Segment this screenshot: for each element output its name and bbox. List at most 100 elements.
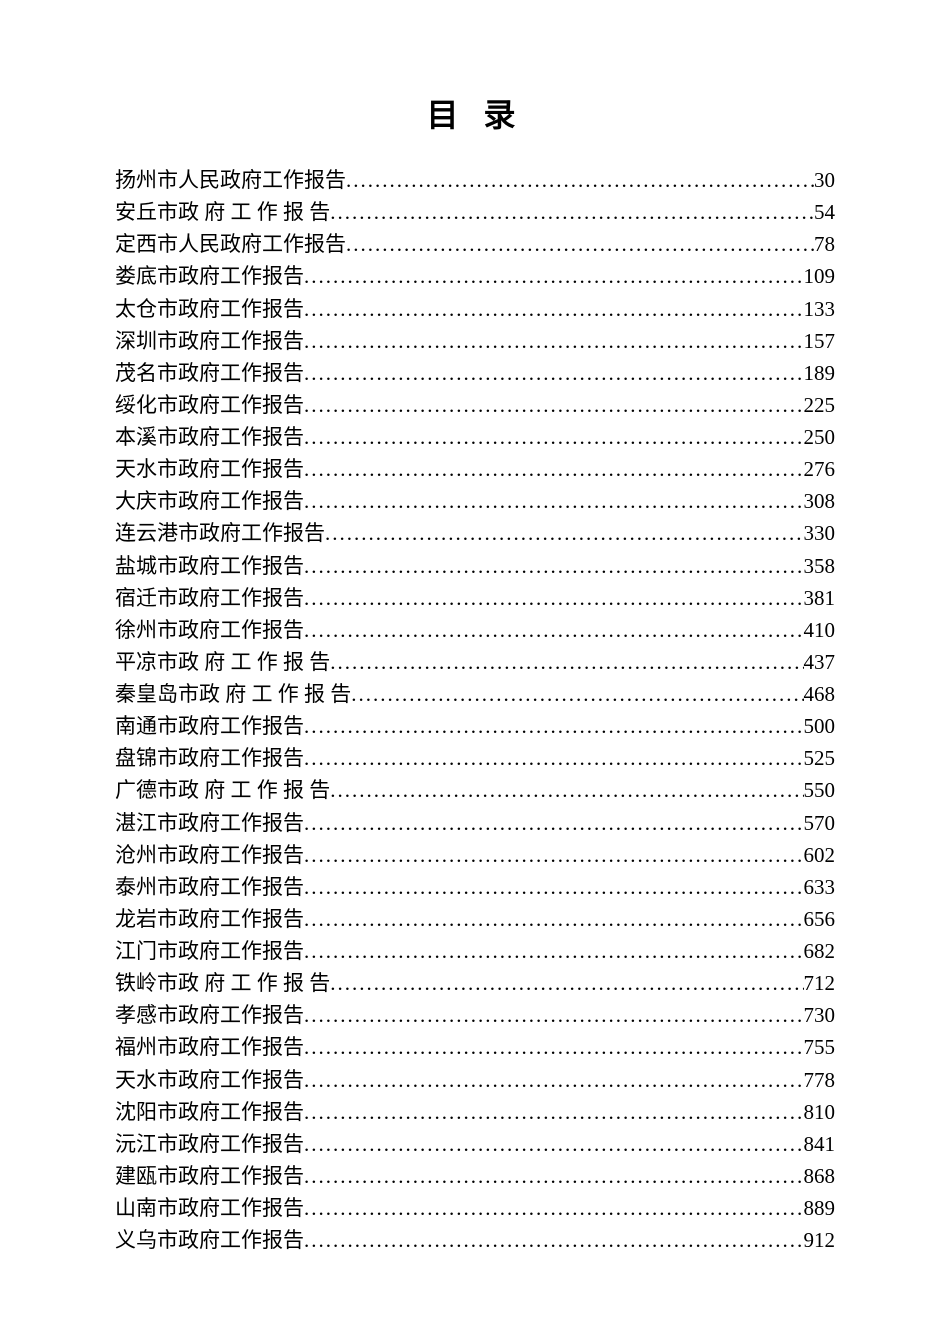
toc-entry-label: 娄底市政府工作报告 xyxy=(115,260,304,292)
toc-row: 沈阳市政府工作报告810 xyxy=(115,1096,835,1128)
toc-entry-page: 778 xyxy=(804,1064,836,1096)
toc-row: 宿迁市政府工作报告 381 xyxy=(115,582,835,614)
toc-entry-label: 安丘市政 府 工 作 报 告 xyxy=(115,196,330,228)
toc-row: 福州市政府工作报告755 xyxy=(115,1031,835,1063)
toc-leader-dots xyxy=(304,1160,804,1192)
toc-row: 泰州市政府工作报告633 xyxy=(115,871,835,903)
toc-leader-dots xyxy=(304,325,804,357)
toc-leader-dots xyxy=(304,1128,804,1160)
toc-entry-label: 定西市人民政府工作报告 xyxy=(115,228,346,260)
toc-leader-dots xyxy=(304,999,804,1031)
toc-entry-page: 525 xyxy=(804,742,836,774)
toc-row: 沅江市政府工作报告 841 xyxy=(115,1128,835,1160)
toc-leader-dots xyxy=(304,1096,804,1128)
toc-row: 平凉市政 府 工 作 报 告 437 xyxy=(115,646,835,678)
toc-leader-dots xyxy=(304,871,804,903)
toc-row: 扬州市人民政府工作报告30 xyxy=(115,164,835,196)
toc-entry-label: 江门市政府工作报告 xyxy=(115,935,304,967)
toc-row: 绥化市政府工作报告 225 xyxy=(115,389,835,421)
toc-entry-label: 龙岩市政府工作报告 xyxy=(115,903,304,935)
toc-leader-dots xyxy=(304,582,804,614)
toc-entry-page: 109 xyxy=(804,260,836,292)
toc-row: 广德市政 府 工 作 报 告 550 xyxy=(115,774,835,806)
toc-row: 江门市政府工作报告 682 xyxy=(115,935,835,967)
toc-entry-page: 682 xyxy=(804,935,836,967)
toc-entry-label: 茂名市政府工作报告 xyxy=(115,357,304,389)
toc-row: 连云港市政府工作报告 330 xyxy=(115,517,835,549)
toc-entry-label: 连云港市政府工作报告 xyxy=(115,517,325,549)
toc-entry-label: 深圳市政府工作报告 xyxy=(115,325,304,357)
toc-entry-page: 276 xyxy=(804,453,836,485)
toc-entry-label: 天水市政府工作报告 xyxy=(115,453,304,485)
toc-leader-dots xyxy=(330,646,803,678)
toc-leader-dots xyxy=(325,517,804,549)
toc-leader-dots xyxy=(346,164,814,196)
toc-row: 铁岭市政 府 工 作 报 告712 xyxy=(115,967,835,999)
toc-entry-page: 308 xyxy=(804,485,836,517)
toc-leader-dots xyxy=(304,807,804,839)
toc-leader-dots xyxy=(304,260,804,292)
toc-entry-page: 358 xyxy=(804,550,836,582)
toc-leader-dots xyxy=(304,1224,804,1256)
toc-leader-dots xyxy=(304,614,804,646)
toc-row: 安丘市政 府 工 作 报 告54 xyxy=(115,196,835,228)
toc-row: 天水市政府工作报告778 xyxy=(115,1064,835,1096)
toc-row: 建瓯市政府工作报告868 xyxy=(115,1160,835,1192)
toc-row: 深圳市政府工作报告 157 xyxy=(115,325,835,357)
toc-leader-dots xyxy=(304,389,804,421)
toc-row: 大庆市政府工作报告308 xyxy=(115,485,835,517)
toc-row: 盘锦市政府工作报告525 xyxy=(115,742,835,774)
toc-row: 山南市政府工作报告889 xyxy=(115,1192,835,1224)
toc-row: 秦皇岛市政 府 工 作 报 告 468 xyxy=(115,678,835,710)
toc-entry-label: 广德市政 府 工 作 报 告 xyxy=(115,774,330,806)
toc-entry-page: 468 xyxy=(804,678,836,710)
toc-leader-dots xyxy=(304,1192,804,1224)
toc-entry-page: 633 xyxy=(804,871,836,903)
toc-entry-label: 沅江市政府工作报告 xyxy=(115,1128,304,1160)
toc-entry-page: 712 xyxy=(804,967,836,999)
toc-entry-label: 徐州市政府工作报告 xyxy=(115,614,304,646)
toc-row: 盐城市政府工作报告 358 xyxy=(115,550,835,582)
toc-entry-page: 841 xyxy=(804,1128,836,1160)
toc-entry-label: 沧州市政府工作报告 xyxy=(115,839,304,871)
toc-row: 沧州市政府工作报告 602 xyxy=(115,839,835,871)
toc-leader-dots xyxy=(304,550,804,582)
toc-entry-page: 225 xyxy=(804,389,836,421)
toc-entry-page: 157 xyxy=(804,325,836,357)
toc-entry-page: 550 xyxy=(804,774,836,806)
toc-entry-label: 秦皇岛市政 府 工 作 报 告 xyxy=(115,678,351,710)
toc-entry-page: 78 xyxy=(814,228,835,260)
toc-entry-label: 太仓市政府工作报告 xyxy=(115,293,304,325)
toc-entry-label: 福州市政府工作报告 xyxy=(115,1031,304,1063)
toc-entry-label: 沈阳市政府工作报告 xyxy=(115,1096,304,1128)
toc-leader-dots xyxy=(304,421,804,453)
toc-entry-page: 410 xyxy=(804,614,836,646)
toc-entry-page: 330 xyxy=(804,517,836,549)
toc-entry-label: 孝感市政府工作报告 xyxy=(115,999,304,1031)
toc-entry-page: 381 xyxy=(804,582,836,614)
toc-leader-dots xyxy=(330,196,814,228)
toc-row: 徐州市政府工作报告 410 xyxy=(115,614,835,646)
toc-leader-dots xyxy=(304,1064,804,1096)
toc-row: 湛江市政府工作报告570 xyxy=(115,807,835,839)
toc-leader-dots xyxy=(330,967,803,999)
toc-entry-label: 盐城市政府工作报告 xyxy=(115,550,304,582)
toc-entry-label: 绥化市政府工作报告 xyxy=(115,389,304,421)
toc-entry-page: 30 xyxy=(814,164,835,196)
toc-row: 孝感市政府工作报告 730 xyxy=(115,999,835,1031)
toc-leader-dots xyxy=(304,485,804,517)
toc-leader-dots xyxy=(304,742,804,774)
toc-entry-page: 656 xyxy=(804,903,836,935)
toc-leader-dots xyxy=(330,774,803,806)
toc-entry-page: 602 xyxy=(804,839,836,871)
toc-leader-dots xyxy=(304,293,804,325)
toc-leader-dots xyxy=(304,903,804,935)
toc-entry-page: 189 xyxy=(804,357,836,389)
toc-leader-dots xyxy=(304,453,804,485)
toc-leader-dots xyxy=(304,1031,804,1063)
toc-entry-page: 730 xyxy=(804,999,836,1031)
toc-entry-page: 133 xyxy=(804,293,836,325)
toc-entry-page: 570 xyxy=(804,807,836,839)
toc-leader-dots xyxy=(346,228,814,260)
toc-entry-label: 宿迁市政府工作报告 xyxy=(115,582,304,614)
